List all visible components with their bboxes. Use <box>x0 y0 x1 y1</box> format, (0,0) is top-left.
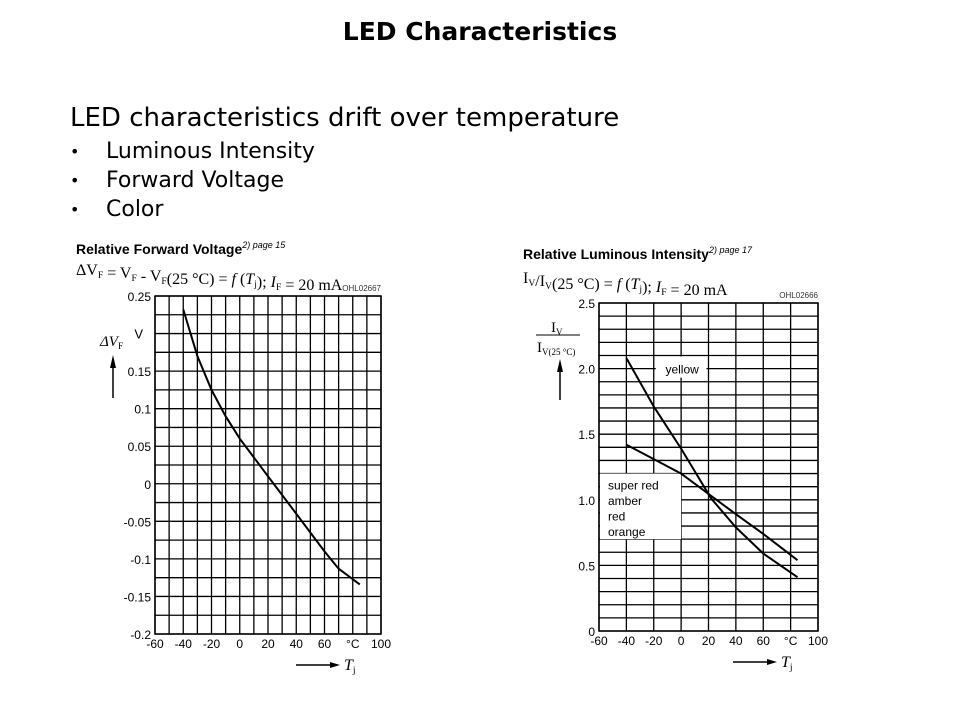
series-label: red <box>608 510 625 524</box>
chart-title: Relative Luminous Intensity2) page 17 <box>523 245 753 262</box>
slide-heading: LED characteristics drift over temperatu… <box>70 103 620 133</box>
x-tick-label: 40 <box>729 634 743 648</box>
series-line-2 <box>625 443 799 561</box>
series-label-yellow: yellow <box>665 363 699 377</box>
plot-frame <box>598 302 819 632</box>
y-tick-label: 0.1 <box>134 403 151 417</box>
bullet-item: • Luminous Intensity <box>70 137 315 166</box>
series-label: amber <box>608 494 642 508</box>
chart-2: Relative Luminous Intensity2) page 17 IV/… <box>523 245 828 673</box>
series-label-box <box>655 356 707 378</box>
y-tick-label: 0 <box>144 478 151 492</box>
series-line-1 <box>625 357 799 579</box>
bullet-item: • Forward Voltage <box>70 166 315 195</box>
x-tick-label: 0 <box>236 637 243 651</box>
bullet-text: Luminous Intensity <box>106 139 315 164</box>
y-tick-label: 0.05 <box>128 440 152 454</box>
x-tick-label: °C <box>346 637 360 651</box>
x-axis-arrowhead-icon <box>330 662 340 668</box>
x-tick-label: 60 <box>757 634 771 648</box>
bullet-icon: • <box>70 142 80 161</box>
plot-frame <box>154 295 382 635</box>
x-tick-label: -60 <box>590 634 608 648</box>
x-tick-label: -40 <box>175 637 193 651</box>
chart-title: Relative Forward Voltage2) page 15 <box>76 240 286 257</box>
x-tick-label: 40 <box>290 637 304 651</box>
y-axis-label-numerator: IV <box>551 320 563 337</box>
x-tick-label: 100 <box>371 637 391 651</box>
y-tick-label: -0.2 <box>130 628 151 642</box>
chart-subtitle: IV/IV(25 °C) = f (Tj); IF = 20 mA <box>523 270 728 299</box>
x-tick-label: -20 <box>203 637 221 651</box>
y-axis-arrowhead-icon <box>557 359 563 372</box>
x-axis-arrowhead-icon <box>767 659 777 665</box>
x-tick-label: 20 <box>702 634 716 648</box>
x-tick-label: -60 <box>146 637 164 651</box>
y-axis-label-denominator: IV(25 °C) <box>537 340 575 357</box>
y-tick-label: 1.0 <box>578 494 595 508</box>
x-tick-label: 60 <box>318 637 332 651</box>
x-tick-label: -40 <box>618 634 636 648</box>
x-tick-label: 0 <box>678 634 685 648</box>
x-axis-label: Tj <box>781 654 793 673</box>
series-line-1 <box>182 309 361 586</box>
x-tick-label: °C <box>784 634 798 648</box>
bullet-text: Forward Voltage <box>106 168 284 193</box>
y-tick-label: -0.05 <box>124 515 152 529</box>
chart-subtitle: ΔVF = VF - VF(25 °C) = f (Tj); IF = 20 m… <box>76 262 343 294</box>
chart-code: OHL02666 <box>779 291 818 300</box>
y-tick-label: -0.15 <box>124 590 152 604</box>
bullet-icon: • <box>70 171 80 190</box>
x-axis-label: Tj <box>344 657 356 676</box>
slide-title: LED Characteristics <box>342 17 618 46</box>
y-axis-arrowhead-icon <box>110 355 116 368</box>
y-tick-label: 2.5 <box>578 297 595 311</box>
series-label: orange <box>608 525 646 539</box>
chart-1: Relative Forward Voltage2) page 15 ΔVF = … <box>76 240 391 676</box>
x-tick-label: -20 <box>645 634 663 648</box>
bullet-list: • Luminous Intensity • Forward Voltage • Co… <box>70 137 315 224</box>
bullet-icon: • <box>70 200 80 219</box>
legend-box <box>600 473 682 540</box>
bullet-item: • Color <box>70 195 315 224</box>
series-label: super red <box>608 479 659 493</box>
y-tick-label: 2.0 <box>578 363 595 377</box>
y-tick-label: 0.5 <box>578 559 595 573</box>
bullet-text: Color <box>106 197 164 222</box>
y-tick-label: 1.5 <box>578 428 595 442</box>
y-axis-unit: V <box>134 327 143 342</box>
y-tick-label: 0 <box>588 625 595 639</box>
chart-code: OHL02667 <box>342 284 381 293</box>
x-tick-label: 100 <box>808 634 828 648</box>
y-tick-label: 0.25 <box>128 290 152 304</box>
y-axis-label: ΔVF <box>99 334 123 351</box>
y-tick-label: 0.15 <box>128 365 152 379</box>
x-tick-label: 20 <box>261 637 275 651</box>
y-tick-label: -0.1 <box>130 553 151 567</box>
